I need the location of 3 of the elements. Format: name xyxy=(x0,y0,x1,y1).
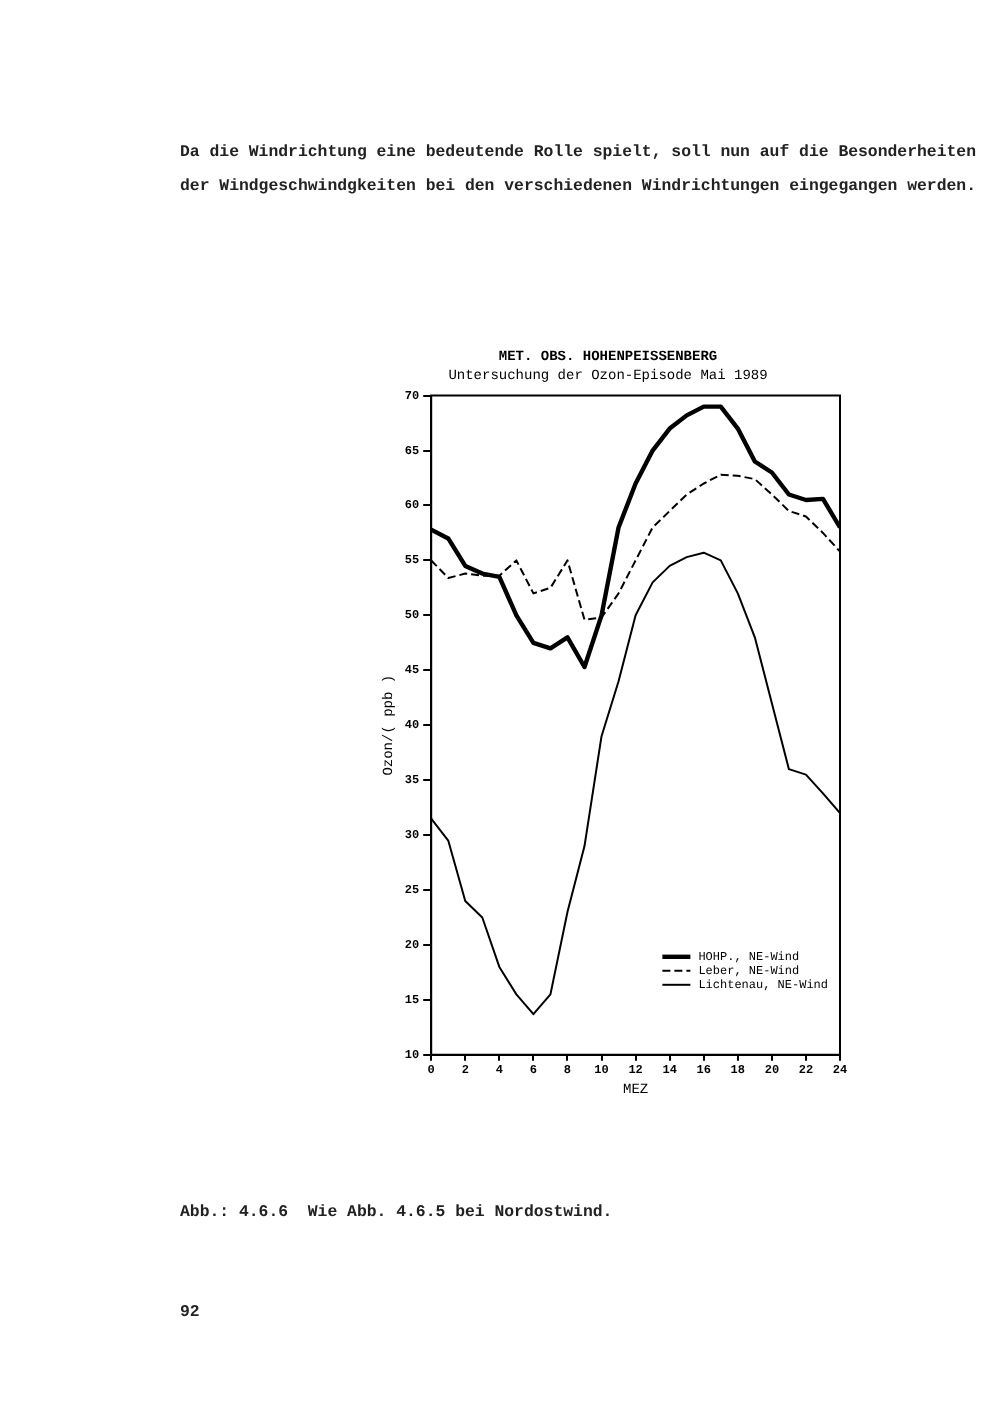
text: 92 xyxy=(180,1302,200,1326)
text: Abb.: 4.6.6 Wie Abb. 4.6.5 bei Nordostwind. xyxy=(180,1202,613,1226)
text: Da die Windrichtung eine bedeutende Rolle spielt, soll nun auf die Besonderheiten der Windgeschwindgkeiten bei den verschiedenen Windrichtungen eingegangen werden. xyxy=(180,142,978,200)
